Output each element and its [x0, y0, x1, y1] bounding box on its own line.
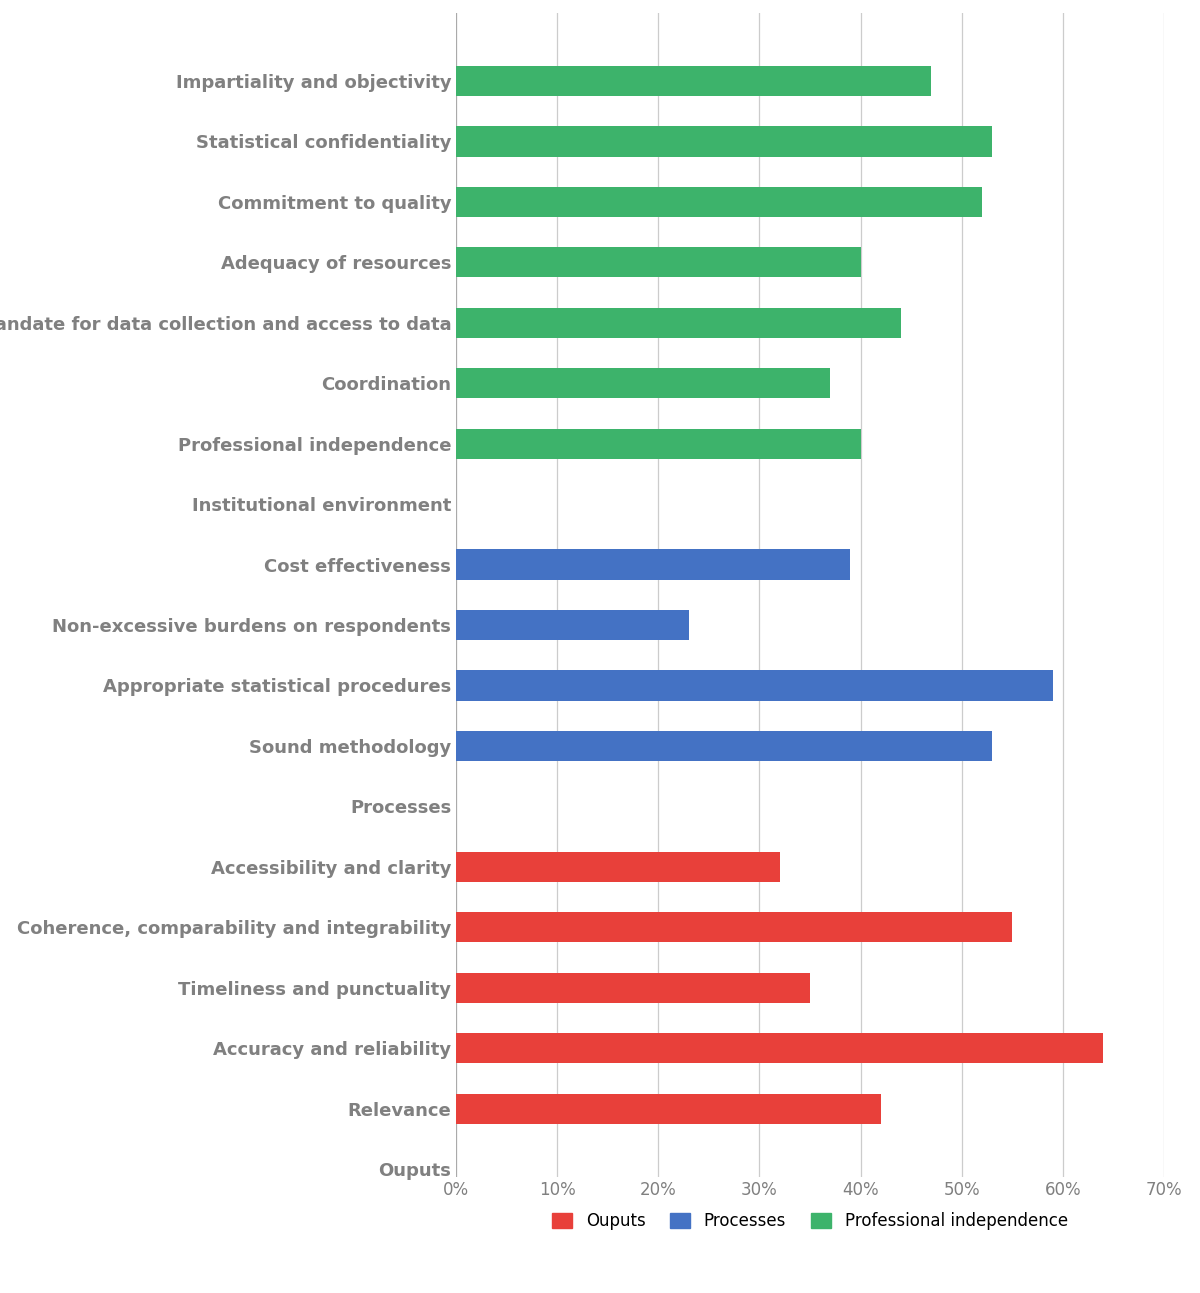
Bar	[456, 610, 689, 640]
Bar	[456, 1094, 881, 1124]
Bar	[456, 127, 992, 156]
Bar	[456, 731, 992, 762]
Bar	[456, 186, 982, 217]
Bar	[456, 1033, 1103, 1063]
Bar	[456, 972, 810, 1003]
Bar	[456, 308, 901, 337]
Bar	[456, 912, 1013, 943]
Bar	[456, 852, 780, 882]
Bar	[456, 66, 931, 96]
Bar	[456, 247, 860, 278]
Bar	[456, 369, 830, 398]
Bar	[456, 428, 860, 459]
Bar	[456, 670, 1052, 701]
Bar	[456, 550, 851, 579]
Legend: Ouputs, Processes, Professional independence: Ouputs, Processes, Professional independ…	[544, 1204, 1076, 1239]
